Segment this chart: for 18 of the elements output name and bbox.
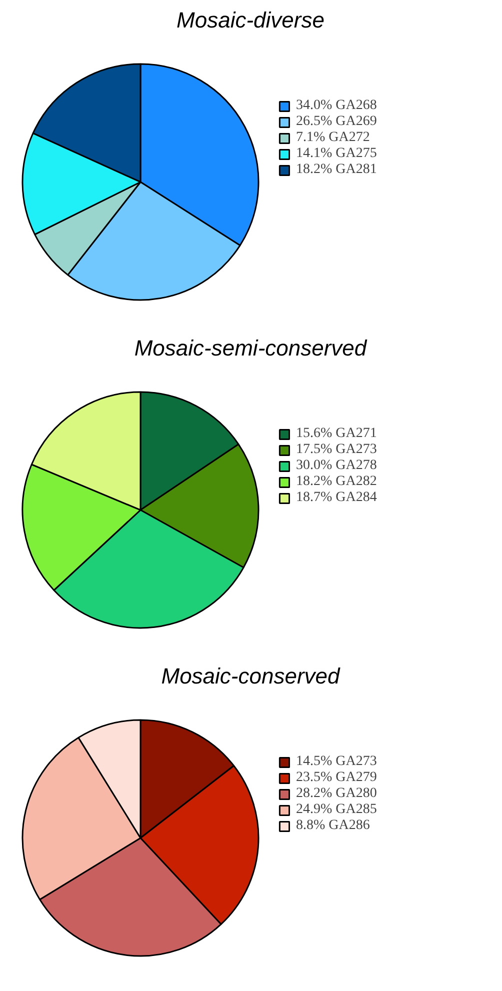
legend-label: 14.5% GA273	[296, 754, 377, 770]
legend-label: 24.9% GA285	[296, 802, 377, 818]
chart-title: Mosaic-conserved	[161, 664, 341, 688]
legend-label: 18.2% GA282	[296, 474, 377, 490]
legend-label: 8.8% GA286	[296, 818, 370, 834]
legend-label: 14.1% GA275	[296, 146, 377, 162]
legend-label: 7.1% GA272	[296, 130, 370, 146]
legend-label: 18.2% GA281	[296, 162, 377, 178]
legend-label: 34.0% GA268	[296, 98, 377, 114]
chart-title: Mosaic-semi-conserved	[134, 336, 368, 360]
chart-title: Mosaic-diverse	[176, 8, 324, 32]
legend-label: 17.5% GA273	[296, 442, 377, 458]
legend-label: 28.2% GA280	[296, 786, 377, 802]
legend-label: 18.7% GA284	[296, 490, 377, 506]
legend-label: 26.5% GA269	[296, 114, 377, 130]
legend-label: 30.0% GA278	[296, 458, 377, 474]
legend-label: 15.6% GA271	[296, 426, 377, 442]
legend-label: 23.5% GA279	[296, 770, 377, 786]
